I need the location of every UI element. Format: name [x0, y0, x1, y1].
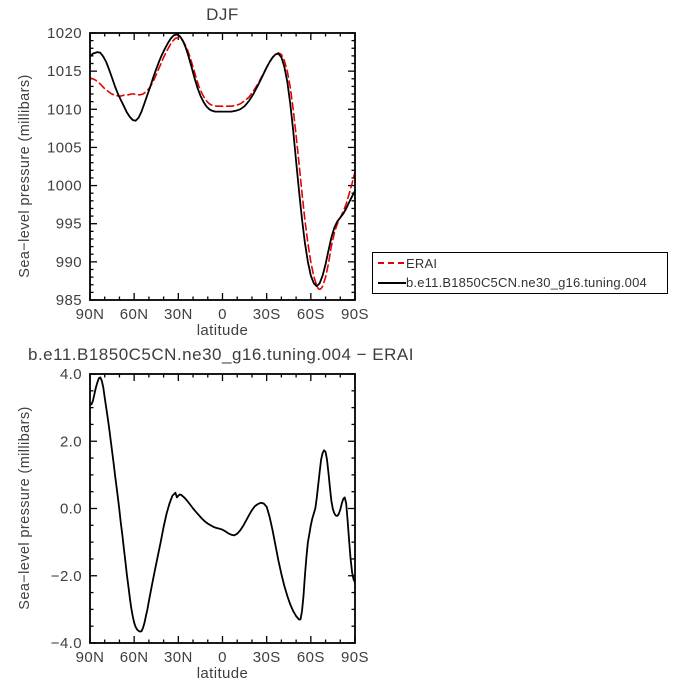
chart-0 [89, 32, 356, 301]
bottom-chart-ylabel: Sea−level pressure (millibars) [17, 406, 33, 610]
svg-text:30N: 30N [164, 649, 193, 666]
legend-row-erai: ERAI [373, 254, 667, 272]
svg-text:0.0: 0.0 [60, 501, 82, 518]
svg-text:985: 985 [56, 292, 82, 309]
bottom-chart-title: b.e11.B1850C5CN.ne30_g16.tuning.004 − ER… [28, 345, 414, 364]
erai-line-sample-icon [378, 262, 406, 265]
legend-label-model: b.e11.B1850C5CN.ne30_g16.tuning.004 [406, 275, 647, 291]
svg-text:990: 990 [56, 254, 82, 271]
bottom-chart-xlabel: latitude [196, 665, 249, 682]
svg-text:1005: 1005 [47, 139, 82, 156]
svg-text:60N: 60N [120, 306, 149, 323]
svg-text:60S: 60S [297, 306, 325, 323]
top-chart-ylabel: Sea−level pressure (millibars) [17, 74, 33, 278]
svg-text:995: 995 [56, 216, 82, 233]
svg-text:0: 0 [218, 306, 227, 323]
svg-text:90N: 90N [76, 306, 105, 323]
svg-text:−2.0: −2.0 [51, 568, 82, 585]
svg-text:2.0: 2.0 [60, 433, 82, 450]
model-line-sample-icon [378, 281, 406, 284]
svg-text:60N: 60N [120, 649, 149, 666]
svg-text:−4.0: −4.0 [51, 635, 82, 652]
top-chart-xlabel: latitude [196, 322, 249, 339]
svg-text:60S: 60S [297, 649, 325, 666]
svg-text:30S: 30S [253, 649, 281, 666]
svg-text:1010: 1010 [47, 101, 82, 118]
top-chart-title: DJF [206, 5, 239, 24]
svg-text:0: 0 [218, 649, 227, 666]
svg-text:30N: 30N [164, 306, 193, 323]
legend-label-erai: ERAI [406, 255, 438, 271]
svg-text:1000: 1000 [47, 178, 82, 195]
svg-text:30S: 30S [253, 306, 281, 323]
svg-text:90N: 90N [76, 649, 105, 666]
svg-text:90S: 90S [341, 649, 369, 666]
svg-text:90S: 90S [341, 306, 369, 323]
chart-0-tick-labels: 90N 60N 30N 0 30S 60S 90S 985 990 995 1000 1005 1010… [47, 25, 369, 323]
legend: ERAI b.e11.B1850C5CN.ne30_g16.tuning.004 [372, 252, 668, 294]
svg-text:1020: 1020 [47, 25, 82, 42]
legend-row-model: b.e11.B1850C5CN.ne30_g16.tuning.004 [373, 274, 667, 292]
svg-text:1015: 1015 [47, 63, 82, 80]
chart-1-tick-labels: 90N 60N 30N 0 30S 60S 90S −4.0 −2.0 0.0 2.0 4.0 [51, 366, 369, 666]
svg-text:4.0: 4.0 [60, 366, 82, 383]
